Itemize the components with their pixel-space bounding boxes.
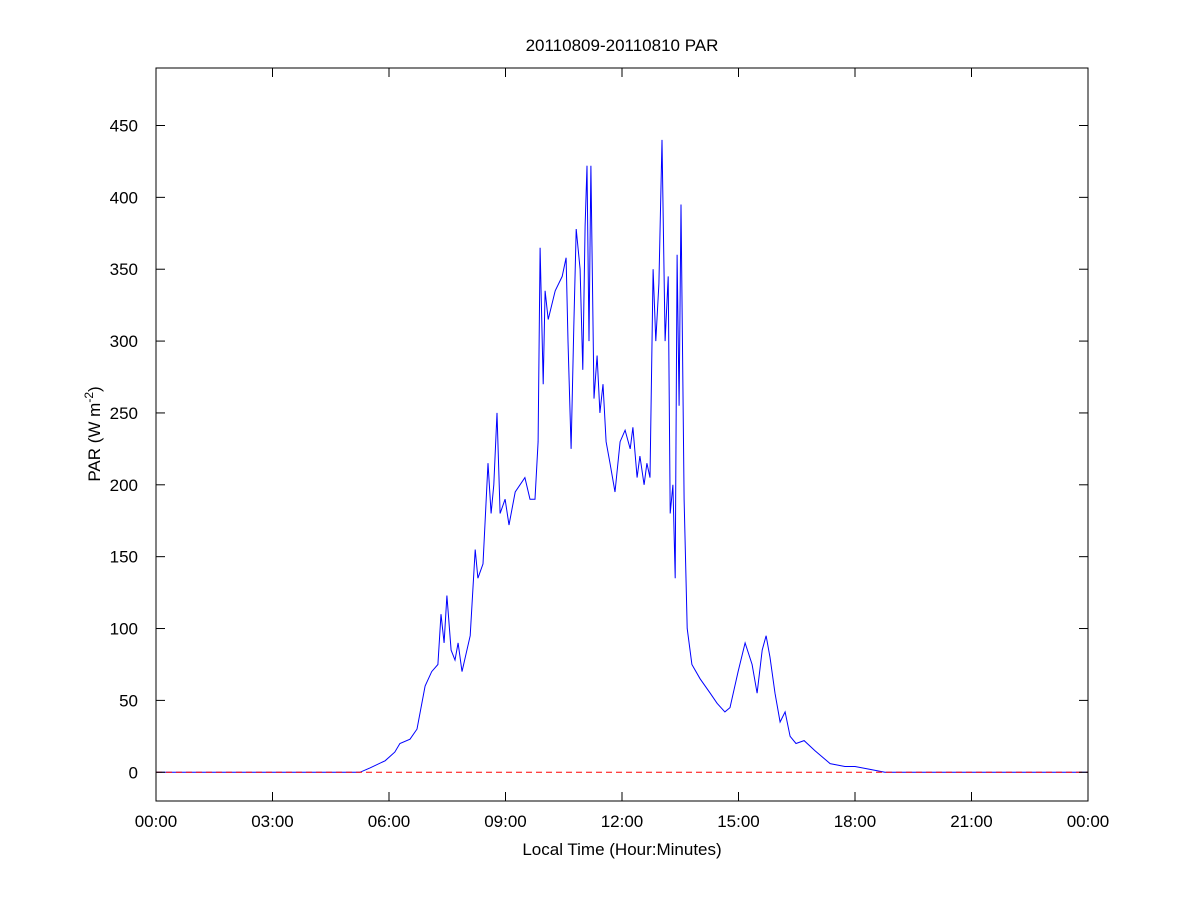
y-tick-label: 450 (110, 116, 138, 135)
y-tick-label: 400 (110, 188, 138, 207)
y-tick-label: 350 (110, 260, 138, 279)
y-tick-label: 100 (110, 620, 138, 639)
y-tick-label: 50 (119, 691, 138, 710)
x-axis: 00:00 03:00 06:00 09:00 12:00 15:00 18:00 21:00… (135, 68, 1110, 831)
y-axis-label: PAR (W m-2) (82, 386, 104, 481)
y-tick-label: 300 (110, 332, 138, 351)
x-tick-label: 06:00 (368, 812, 411, 831)
x-tick-label: 09:00 (484, 812, 527, 831)
series-layer (156, 139, 1088, 773)
y-tick-label: 150 (110, 548, 138, 567)
y-tick-label: 200 (110, 476, 138, 495)
y-tick-label: 250 (110, 404, 138, 423)
x-axis-label: Local Time (Hour:Minutes) (522, 840, 721, 859)
x-tick-label: 12:00 (601, 812, 644, 831)
plot-area (156, 68, 1088, 801)
x-tick-label: 21:00 (950, 812, 993, 831)
y-axis-label-close: ) (85, 386, 104, 392)
x-tick-label: 18:00 (834, 812, 877, 831)
y-axis-label-main: PAR (W m (85, 403, 104, 482)
y-axis-label-superscript: -2 (82, 392, 96, 403)
x-tick-label: 00:00 (135, 812, 178, 831)
chart-title: 20110809-20110810 PAR (526, 36, 719, 55)
y-tick-label: 0 (129, 763, 138, 782)
x-tick-label: 00:00 (1067, 812, 1110, 831)
series-line-PAR (156, 139, 1088, 773)
y-axis: 0 50 100 150 200 250 300 350 400 450 (110, 116, 1088, 782)
x-tick-label: 03:00 (251, 812, 294, 831)
x-tick-label: 15:00 (717, 812, 760, 831)
